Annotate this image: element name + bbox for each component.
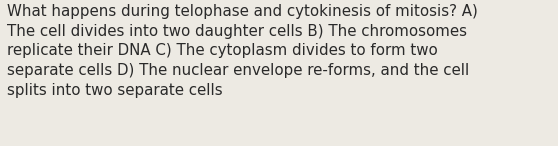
Text: What happens during telophase and cytokinesis of mitosis? A)
The cell divides in: What happens during telophase and cytoki… <box>7 4 478 98</box>
